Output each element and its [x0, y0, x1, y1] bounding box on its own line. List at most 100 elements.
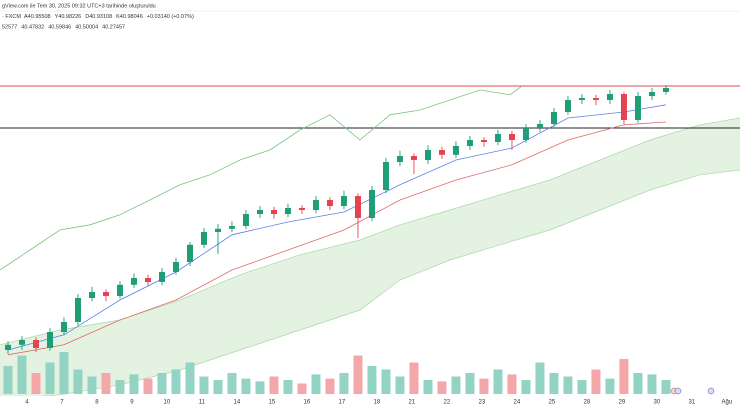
ohlc-value: +0.03140 (+0.07%) [147, 14, 194, 20]
event-icons [670, 387, 715, 395]
candle-body [242, 214, 249, 226]
x-tick-label: 24 [514, 400, 521, 406]
x-tick-label: 10 [164, 400, 171, 406]
candle-body [130, 278, 137, 285]
cloud-span-a [0, 117, 740, 346]
volume-bar [577, 380, 587, 394]
x-tick-label: 31 [688, 400, 695, 406]
volume-bar [409, 362, 419, 394]
candle-body [326, 200, 333, 206]
credit: gView.com ile Tem 30, 2025 09:32 UTC+3 t… [2, 3, 156, 9]
x-tick-label: 30 [654, 400, 661, 406]
volume-bar [311, 374, 321, 394]
x-tick-label: 22 [444, 400, 451, 406]
volume-bar [367, 366, 377, 394]
ohlc-value: Y40.98226 [55, 14, 82, 20]
volume-bar [283, 380, 293, 394]
volume-bar [437, 381, 447, 394]
symbol: · FXCM [2, 14, 21, 20]
candle-body [186, 244, 193, 262]
volume-bar [381, 369, 391, 394]
candle-body [4, 344, 11, 350]
volume-bar [17, 355, 27, 394]
candle-body [284, 208, 291, 214]
volume-bar [563, 376, 573, 394]
volume-bar [73, 369, 83, 394]
candle-body [354, 196, 361, 218]
volume-bar [423, 380, 433, 394]
ohlc-value: K40.98046 [116, 14, 143, 20]
candle-body [88, 292, 95, 298]
volume-bar [143, 378, 153, 394]
volume-bar [339, 373, 349, 394]
volume-bar [3, 366, 13, 394]
candle-body [452, 146, 459, 155]
candle-body [18, 340, 25, 345]
flag-icon [674, 387, 682, 395]
volume-bar [31, 373, 41, 394]
x-tick-label: 15 [269, 400, 276, 406]
candle-body [508, 134, 515, 140]
volume-bar [297, 383, 307, 394]
x-tick-label: 25 [549, 400, 556, 406]
volume-bar [325, 378, 335, 394]
volume-bar [493, 369, 503, 394]
candle-body [620, 94, 627, 120]
candle-body [102, 292, 109, 296]
candle-body [172, 262, 179, 272]
indicator-value: 40.59846 [48, 24, 71, 30]
volume-bar [227, 373, 237, 394]
ohlc-value: D40.93108 [85, 14, 112, 20]
candle-body [424, 150, 431, 160]
candle-body [606, 94, 613, 100]
candle-body [312, 200, 319, 210]
x-tick-label: 8 [95, 400, 99, 406]
volume-bar [521, 380, 531, 394]
candle-body [200, 232, 207, 245]
candle-body [396, 156, 403, 162]
candle-body [340, 196, 347, 206]
x-tick-label: 16 [304, 400, 311, 406]
candle-body [144, 278, 151, 282]
indicator-value: 52577 [2, 24, 17, 30]
volume-bar [115, 380, 125, 394]
volume-bar [605, 378, 615, 394]
cloud-fill [0, 118, 740, 396]
candle-body [564, 100, 571, 112]
candle-body [522, 128, 529, 140]
x-tick-label: 11 [199, 400, 206, 406]
x-tick-label: 4 [25, 400, 29, 406]
indicator-row: 52577 40.47832 40.59846 40.50004 40.27457 [2, 24, 125, 30]
candle-body [550, 112, 557, 124]
volume-bar [661, 380, 671, 394]
volume-bar [255, 381, 265, 394]
x-tick-label: 7 [60, 400, 64, 406]
candle-body [214, 228, 221, 232]
candle-body [592, 98, 599, 100]
candle-body [368, 190, 375, 218]
candle-body [648, 92, 655, 96]
volume-bar [451, 376, 461, 394]
volume-bar [87, 376, 97, 394]
candle-body [634, 96, 641, 120]
volume-bar [479, 378, 489, 394]
x-axis: 4 7 8 9 10 11 14 15 16 17 18 21 22 23 24 25 28 29 30 31 Ağu [25, 400, 732, 406]
candle-body [662, 88, 669, 92]
candle-body [74, 298, 81, 322]
volume-bar [353, 355, 363, 394]
indicator-value: 40.50004 [75, 24, 98, 30]
indicator-line [0, 85, 523, 271]
plot-area [0, 85, 740, 396]
volume-bar [535, 362, 545, 394]
candle-body [494, 134, 501, 142]
volume-bar [633, 373, 643, 394]
volume-bar [157, 373, 167, 394]
candle-body [46, 332, 53, 348]
volume-bar [507, 374, 517, 394]
x-tick-label: 28 [584, 400, 591, 406]
candle-body [382, 162, 389, 190]
flag-icon [707, 387, 715, 395]
volume-bar [395, 376, 405, 394]
x-tick-label: 14 [234, 400, 241, 406]
